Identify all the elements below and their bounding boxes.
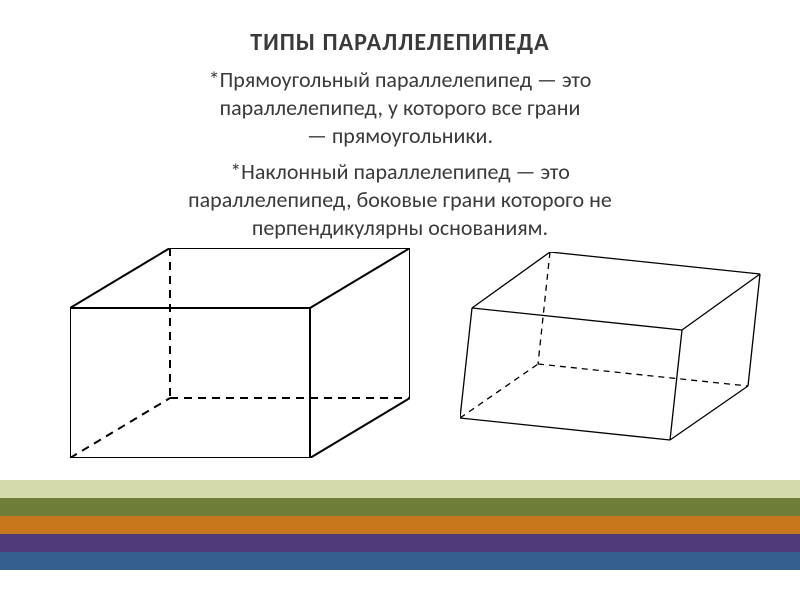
oblique-figure (460, 252, 790, 452)
cuboid-figure (70, 248, 410, 458)
stripe (0, 498, 800, 516)
slide: ТИПЫ ПАРАЛЛЕЛЕПИПЕДА *Прямоугольный пара… (0, 0, 800, 600)
stripe (0, 480, 800, 498)
stripe (0, 516, 800, 534)
paragraph-rectangular: *Прямоугольный параллелепипед — этопарал… (0, 66, 800, 150)
paragraph-oblique: *Наклонный параллелепипед — этопараллеле… (0, 158, 800, 242)
page-title: ТИПЫ ПАРАЛЛЕЛЕПИПЕДА (0, 28, 800, 57)
stripe (0, 552, 800, 570)
figures-area (0, 235, 800, 475)
decorative-stripes (0, 480, 800, 570)
stripe (0, 534, 800, 552)
